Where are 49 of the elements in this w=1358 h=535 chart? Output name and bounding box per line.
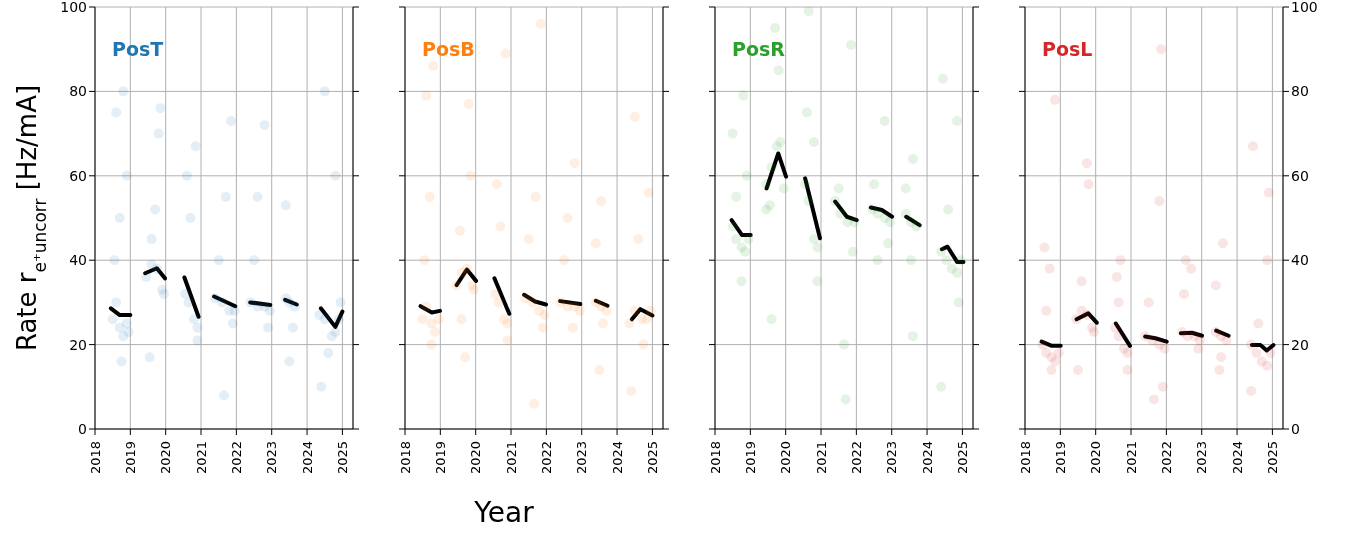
x-tick-label: 2023 [264, 441, 280, 475]
x-axis-title: Year [473, 496, 535, 530]
y-tick-label: 20 [69, 336, 87, 353]
x-tick-label: 2025 [1264, 441, 1280, 475]
series-label: PosT [112, 38, 164, 60]
series-label: PosB [422, 38, 475, 60]
y2-tick-label: 20 [1291, 336, 1309, 353]
x-tick-label: 2025 [954, 441, 970, 475]
x-tick-label: 2019 [1052, 441, 1068, 475]
x-tick-label: 2025 [644, 441, 660, 475]
x-tick-label: 2021 [503, 441, 519, 475]
x-tick-label: 2020 [778, 441, 794, 475]
x-tick-label: 2022 [1158, 441, 1174, 475]
x-tick-label: 2023 [884, 441, 900, 475]
y2-tick-label: 0 [1291, 420, 1300, 437]
x-tick-label: 2021 [1123, 441, 1139, 475]
y-tick-label: 80 [69, 83, 87, 100]
y-tick-label: 100 [60, 0, 87, 15]
x-tick-label: 2025 [334, 441, 350, 475]
x-tick-label: 2018 [1017, 441, 1033, 475]
x-tick-label: 2024 [299, 441, 315, 475]
y2-tick-label: 60 [1291, 167, 1309, 184]
x-tick-label: 2019 [742, 441, 758, 475]
x-tick-label: 2024 [919, 441, 935, 475]
x-tick-label: 2019 [432, 441, 448, 475]
x-tick-label: 2021 [193, 441, 209, 475]
x-tick-label: 2022 [848, 441, 864, 475]
x-tick-label: 2023 [1194, 441, 1210, 475]
x-tick-label: 2018 [397, 441, 413, 475]
y-tick-label: 0 [78, 420, 87, 437]
x-tick-label: 2024 [1229, 441, 1245, 475]
x-tick-label: 2019 [122, 441, 138, 475]
y2-tick-label: 80 [1291, 83, 1309, 100]
series-label: PosL [1042, 38, 1093, 60]
y2-tick-label: 40 [1291, 252, 1309, 269]
y2-tick-label: 100 [1291, 0, 1318, 15]
x-tick-label: 2023 [574, 441, 590, 475]
x-tick-label: 2021 [813, 441, 829, 475]
x-tick-label: 2022 [228, 441, 244, 475]
y-tick-label: 40 [69, 252, 87, 269]
x-tick-label: 2018 [87, 441, 103, 475]
x-tick-label: 2020 [158, 441, 174, 475]
series-label: PosR [732, 38, 785, 60]
y-tick-label: 60 [69, 167, 87, 184]
x-tick-label: 2018 [707, 441, 723, 475]
x-tick-label: 2020 [1088, 441, 1104, 475]
x-tick-label: 2020 [468, 441, 484, 475]
x-tick-label: 2024 [609, 441, 625, 475]
x-tick-label: 2022 [538, 441, 554, 475]
